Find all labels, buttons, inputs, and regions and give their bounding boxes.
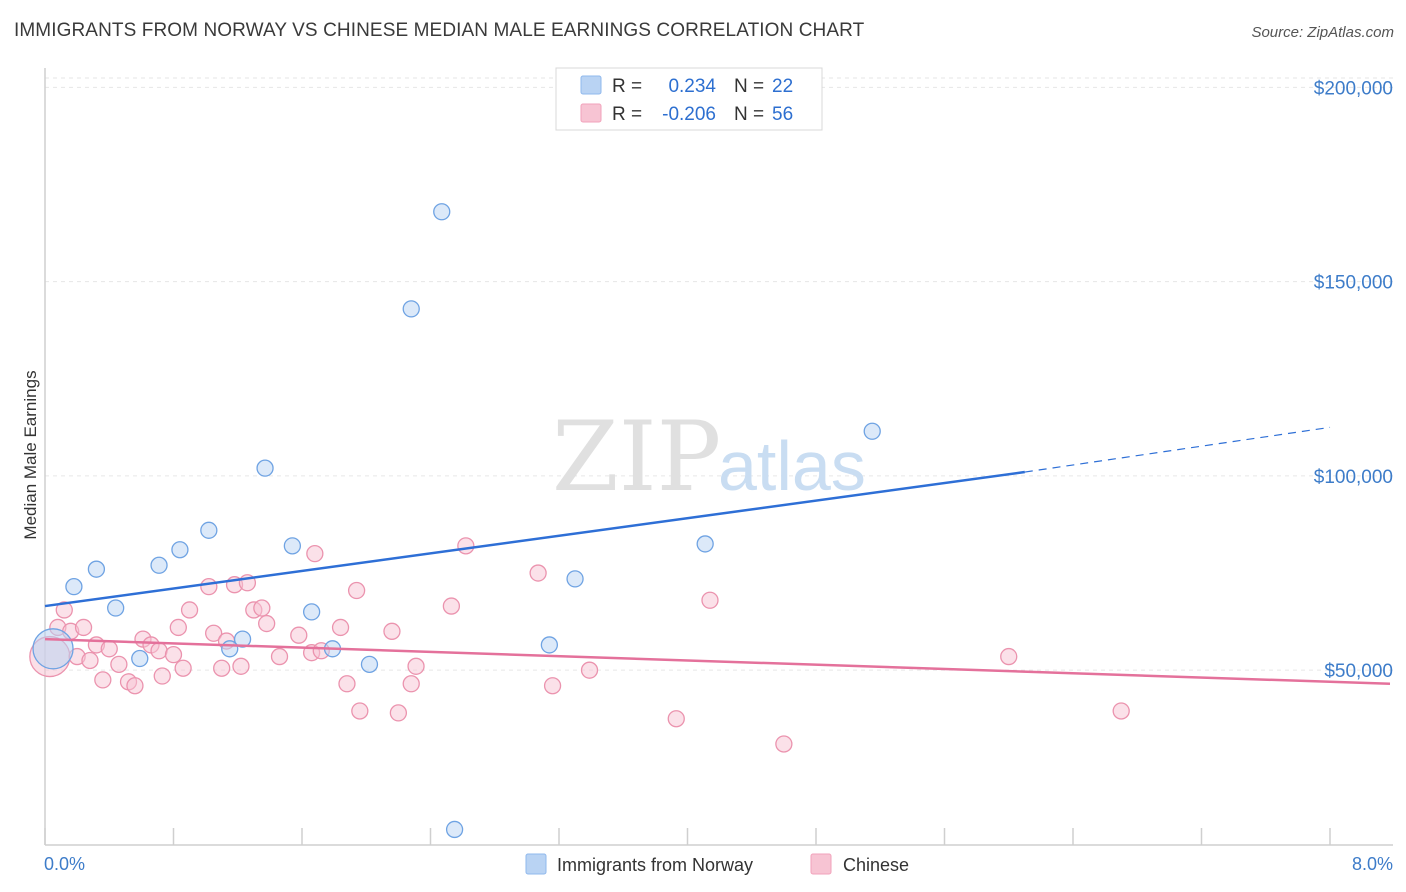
norway-points xyxy=(32,203,881,839)
chinese-point xyxy=(169,618,187,637)
correlation-legend: R = 0.234 N = 22 R = -0.206 N = 56 xyxy=(555,67,823,131)
chinese-point xyxy=(81,651,99,670)
y-tick-label: $200,000 xyxy=(1314,78,1393,99)
norway-point xyxy=(107,599,125,617)
series-legend: Immigrants from Norway Chinese xyxy=(525,853,909,875)
norway-point xyxy=(171,541,189,559)
chinese-point xyxy=(543,677,562,695)
chinese-point xyxy=(407,657,425,675)
chinese-point xyxy=(253,599,271,617)
x-axis-ticks xyxy=(44,828,1331,845)
norway-point xyxy=(200,521,218,539)
source-label: Source: ZipAtlas.com xyxy=(1251,24,1394,41)
watermark-atlas: atlas xyxy=(718,427,866,505)
y-tick-labels: $50,000 $100,000 $150,000 $200,000 xyxy=(1314,78,1393,682)
norway-point xyxy=(233,630,252,648)
bottom-legend-label-norway: Immigrants from Norway xyxy=(557,855,753,875)
legend-n-value-chinese: 56 xyxy=(772,104,793,125)
norway-point xyxy=(402,300,420,318)
legend-swatch-norway xyxy=(580,75,602,95)
chinese-point xyxy=(457,537,475,555)
legend-r-label-chinese: R = xyxy=(612,104,642,125)
chinese-point xyxy=(347,581,366,600)
norway-point xyxy=(131,649,149,668)
norway-point xyxy=(302,603,321,621)
legend-n-label-norway: N = xyxy=(734,76,764,97)
chinese-point xyxy=(164,645,183,664)
chinese-point xyxy=(383,622,401,640)
norway-trend-line xyxy=(44,470,1025,608)
chinese-point xyxy=(775,735,793,753)
norway-point xyxy=(65,577,83,596)
x-tick-label-min: 0.0% xyxy=(44,854,85,874)
chinese-point xyxy=(529,564,547,582)
chinese-point xyxy=(55,601,73,619)
bottom-legend-swatch-norway xyxy=(525,853,547,875)
chinese-point xyxy=(174,659,192,677)
legend-r-value-norway: 0.234 xyxy=(668,76,716,97)
chinese-point xyxy=(306,544,324,563)
chinese-point xyxy=(389,704,408,722)
legend-n-value-norway: 22 xyxy=(772,76,793,97)
chinese-point xyxy=(100,640,118,658)
chinese-point xyxy=(331,618,350,637)
chinese-point xyxy=(270,647,289,666)
norway-point xyxy=(540,636,559,654)
watermark-zip: ZIP xyxy=(552,401,721,513)
norway-point xyxy=(360,655,379,673)
chinese-point xyxy=(442,597,461,615)
chinese-point xyxy=(338,675,356,693)
legend-r-label-norway: R = xyxy=(612,76,642,97)
norway-point xyxy=(32,628,74,670)
norway-point xyxy=(445,820,464,839)
norway-point xyxy=(863,422,881,440)
chinese-point xyxy=(290,626,308,644)
chinese-point xyxy=(213,659,231,677)
norway-point xyxy=(696,535,714,553)
chinese-point xyxy=(180,601,199,619)
chinese-point xyxy=(200,577,218,596)
y-tick-label: $100,000 xyxy=(1314,467,1393,488)
trend-lines xyxy=(44,426,1391,686)
chinese-point xyxy=(351,702,369,720)
chinese-point xyxy=(126,677,144,695)
chinese-trend-line xyxy=(44,637,1391,686)
chinese-point xyxy=(701,591,719,609)
norway-trend-extension xyxy=(1024,426,1331,473)
y-tick-label: $50,000 xyxy=(1324,661,1393,682)
bottom-legend-label-chinese: Chinese xyxy=(843,855,909,875)
chinese-point xyxy=(1112,702,1130,720)
legend-r-value-chinese: -0.206 xyxy=(662,104,716,125)
bottom-legend-swatch-chinese xyxy=(810,853,832,875)
norway-point xyxy=(87,560,106,578)
chinese-point xyxy=(1000,647,1018,666)
chinese-point xyxy=(110,655,128,673)
norway-point xyxy=(256,459,274,477)
chinese-point xyxy=(205,624,223,642)
legend-n-label-chinese: N = xyxy=(734,104,764,125)
chinese-point xyxy=(667,710,685,728)
y-axis-label: Median Male Earnings xyxy=(21,370,40,539)
chinese-point xyxy=(258,614,276,633)
chinese-point xyxy=(402,675,420,693)
norway-point xyxy=(283,537,302,555)
chinese-point xyxy=(580,661,599,679)
legend-swatch-chinese xyxy=(580,103,602,123)
y-tick-label: $150,000 xyxy=(1314,273,1393,294)
chinese-point xyxy=(153,667,171,685)
norway-point xyxy=(150,556,168,574)
norway-point xyxy=(566,570,584,588)
chart-title: IMMIGRANTS FROM NORWAY VS CHINESE MEDIAN… xyxy=(14,20,865,41)
x-tick-label-max: 8.0% xyxy=(1352,854,1393,874)
chinese-point xyxy=(232,657,250,675)
chinese-point xyxy=(94,671,112,689)
chinese-point xyxy=(74,618,93,637)
chinese-point xyxy=(150,642,168,660)
norway-point xyxy=(433,203,451,221)
